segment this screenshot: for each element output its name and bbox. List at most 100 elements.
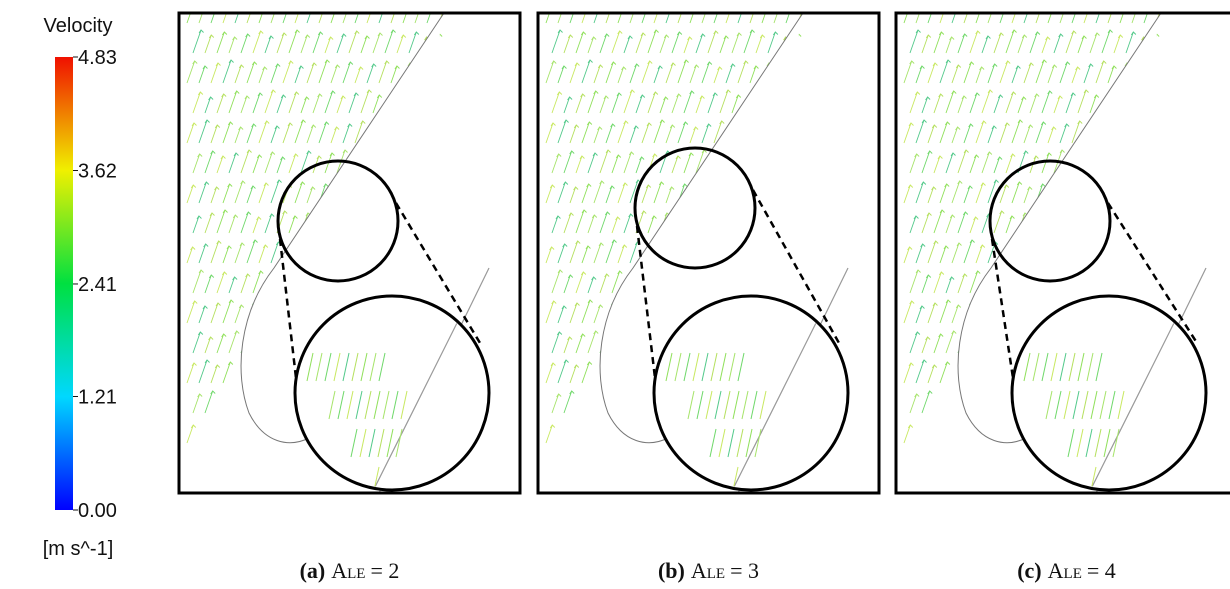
arrow-head xyxy=(232,276,238,281)
arrow-head xyxy=(364,35,370,40)
caption: (a) ALE = 2 xyxy=(300,558,400,583)
arrow-head xyxy=(576,1,581,4)
arrow xyxy=(240,211,249,234)
arrow-head xyxy=(925,336,931,341)
arrow xyxy=(366,13,371,24)
caption: (c) ALE = 4 xyxy=(1017,558,1116,583)
arrow xyxy=(951,242,960,264)
colorbar-unit: [m s^-1] xyxy=(43,538,114,560)
caption-symbol: A xyxy=(1048,558,1064,583)
zoom-circle-small xyxy=(988,159,1112,283)
arrow-head xyxy=(276,2,281,5)
arrow-head xyxy=(985,35,991,40)
arrow-head xyxy=(963,149,969,154)
arrow-head xyxy=(347,123,353,128)
arrow xyxy=(395,428,403,458)
arrow xyxy=(354,120,364,144)
arrow xyxy=(969,30,979,54)
arrow-head xyxy=(334,126,340,131)
arrow xyxy=(252,30,262,54)
arrow xyxy=(234,180,244,204)
arrow xyxy=(192,215,200,234)
arrow xyxy=(728,352,736,382)
arrow xyxy=(1095,352,1103,382)
arrow xyxy=(957,33,966,54)
arrow-head xyxy=(556,393,562,398)
arrow xyxy=(234,304,242,324)
arrow-head xyxy=(706,61,713,66)
arrow xyxy=(593,13,598,24)
arrow-head xyxy=(257,92,263,97)
arrow xyxy=(336,95,344,114)
arrow-head xyxy=(925,96,931,101)
arrow-head xyxy=(358,66,364,71)
arrow xyxy=(210,186,218,204)
arrow-head xyxy=(214,124,221,129)
arrow xyxy=(927,240,937,264)
arrow xyxy=(204,96,212,114)
arrow xyxy=(1068,352,1076,382)
arrow xyxy=(270,241,279,264)
arrow xyxy=(270,179,280,204)
arrow-head xyxy=(599,3,604,6)
arrow xyxy=(909,153,918,174)
colorbar-title: Velocity xyxy=(44,15,113,37)
arrow xyxy=(945,214,953,234)
arrow-head xyxy=(1041,59,1047,64)
arrow-head xyxy=(190,246,196,251)
arrow xyxy=(635,94,643,114)
arrow xyxy=(378,13,383,24)
arrow xyxy=(186,246,194,264)
arrow xyxy=(306,186,314,204)
arrow xyxy=(294,119,304,144)
arrow xyxy=(593,304,601,324)
arrow-head xyxy=(621,66,627,71)
arrow xyxy=(718,428,726,458)
arrow-head xyxy=(914,331,921,336)
arrow xyxy=(359,428,367,458)
arrow-head xyxy=(957,3,962,6)
arrow-head xyxy=(573,124,580,129)
arrow xyxy=(300,150,310,174)
arrow xyxy=(563,96,571,114)
arrow xyxy=(400,390,408,420)
arrow-head xyxy=(657,65,663,70)
arrow xyxy=(1059,352,1067,382)
arrow xyxy=(921,390,931,414)
arrow xyxy=(192,269,202,294)
arrow-head xyxy=(669,124,676,129)
arrow xyxy=(713,66,721,84)
arrow-head xyxy=(384,60,390,65)
arrow xyxy=(337,390,345,420)
arrow-head xyxy=(581,209,587,214)
arrow-head xyxy=(970,0,975,3)
arrow-head xyxy=(961,95,967,100)
arrow-head xyxy=(611,239,617,244)
arrow xyxy=(373,390,381,420)
arrow xyxy=(975,244,983,264)
arrow-head xyxy=(586,183,592,188)
arrow-head xyxy=(580,31,587,36)
arrow-head xyxy=(190,184,197,189)
arrow-head xyxy=(635,2,640,5)
arrow xyxy=(228,90,238,114)
arrow-head xyxy=(907,424,914,429)
arrow-head xyxy=(975,270,981,275)
arrow-head xyxy=(991,125,997,130)
arrow xyxy=(641,13,646,24)
arrow xyxy=(1112,428,1120,458)
arrow xyxy=(593,180,603,204)
arrow xyxy=(1023,62,1032,84)
arrow-head xyxy=(549,246,555,251)
arrow xyxy=(677,59,687,84)
arrow xyxy=(1035,121,1044,144)
arrow-head xyxy=(1107,29,1113,34)
arrow xyxy=(186,60,196,84)
arrow-head xyxy=(962,211,969,216)
arrow xyxy=(1094,428,1102,458)
arrow xyxy=(957,273,966,294)
arrow xyxy=(719,352,727,382)
arrow-head xyxy=(281,32,287,37)
arrow xyxy=(737,60,747,84)
arrow-head xyxy=(749,29,755,34)
